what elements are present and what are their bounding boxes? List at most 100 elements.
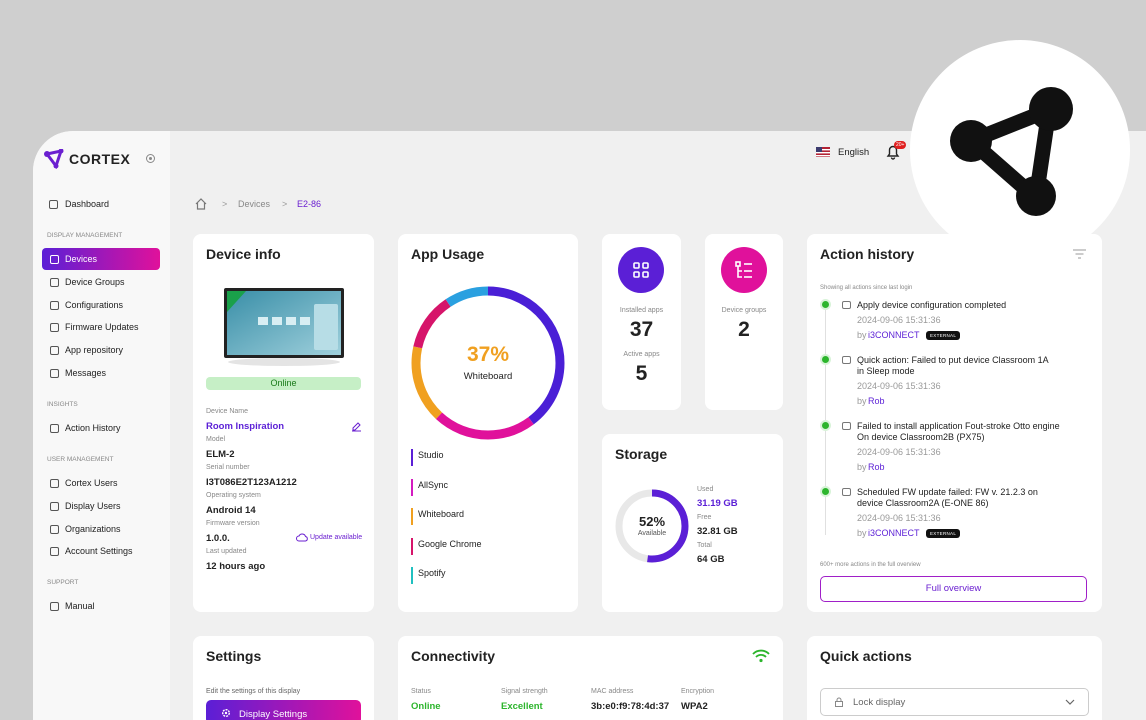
storage-available-label: Available xyxy=(637,530,667,537)
nav-icon xyxy=(50,501,59,511)
breadcrumb-separator: > xyxy=(222,199,228,209)
breadcrumb-link[interactable]: Devices xyxy=(238,199,271,209)
quick-actions-card xyxy=(807,636,1102,720)
field-label: Serial number xyxy=(206,464,250,471)
connectivity-card xyxy=(398,636,783,720)
nav-icon xyxy=(50,524,59,534)
nav-item[interactable]: Organizations xyxy=(65,523,121,534)
nav-icon xyxy=(50,277,59,287)
card-title: App Usage xyxy=(411,246,485,262)
nav-section-title: SUPPORT xyxy=(47,579,79,587)
legend-label: Whiteboard xyxy=(418,509,465,519)
brand-name: CORTEX xyxy=(69,151,131,167)
storage-label: Free xyxy=(697,514,712,521)
quick-action-select[interactable] xyxy=(820,688,1089,716)
timeline-dot xyxy=(822,488,829,495)
entry-author: i3CONNECT xyxy=(868,528,920,538)
nav-item[interactable]: Dashboard xyxy=(65,199,110,209)
stat-value: 37 xyxy=(629,318,654,341)
storage-available: 52% xyxy=(638,514,666,529)
chevron-icon xyxy=(1065,699,1075,705)
nav-item[interactable]: Device Groups xyxy=(65,276,125,287)
nav-active-bg xyxy=(42,248,160,270)
highlight-label: Whiteboard xyxy=(463,371,513,382)
nav-item[interactable]: App repository xyxy=(65,345,124,356)
stat-value: 2 xyxy=(738,318,750,341)
storage-value: 31.19 GB xyxy=(697,498,738,509)
legend-swatch xyxy=(411,449,413,466)
full-overview-button[interactable]: Full overview xyxy=(820,576,1087,602)
history-more: 600+ more actions in the full overview xyxy=(820,562,921,568)
nav-item[interactable]: Cortex Users xyxy=(65,478,118,488)
entry-by: by xyxy=(857,396,867,406)
nav-section-title: DISPLAY MANAGEMENT xyxy=(47,232,123,239)
entry-message: Quick action: Failed to put device Class… xyxy=(857,355,1049,365)
legend-swatch xyxy=(411,478,413,496)
nav-item[interactable]: Firmware Updates xyxy=(65,322,139,333)
conn-label: Status xyxy=(411,688,431,695)
nav-item[interactable]: Devices xyxy=(65,254,98,264)
nav-icon xyxy=(50,255,59,264)
nav-item[interactable]: Display Users xyxy=(65,500,121,511)
entry-author: Rob xyxy=(868,396,885,406)
conn-value: Excellent xyxy=(501,701,543,712)
card-title: Storage xyxy=(615,446,668,462)
settings-subtitle: Edit the settings of this display xyxy=(206,688,301,695)
filter-icon[interactable] xyxy=(1073,249,1086,260)
display-settings-label[interactable]: Display Settings xyxy=(239,709,308,720)
legend-label: Studio xyxy=(418,450,444,460)
stat-label: Installed apps xyxy=(619,307,664,314)
card-title: Action history xyxy=(820,246,915,262)
update-link[interactable]: Update available xyxy=(310,534,363,541)
field-value: Room Inspiration xyxy=(206,421,285,432)
stat-value: 5 xyxy=(635,362,648,385)
app-usage-card xyxy=(398,234,578,612)
lock-icon xyxy=(835,697,843,707)
display-settings-button[interactable] xyxy=(206,700,361,720)
nav-item[interactable]: Manual xyxy=(65,601,95,612)
gear-icon xyxy=(222,709,230,717)
card-title: Quick actions xyxy=(820,648,912,664)
quick-action-selected: Lock display xyxy=(853,697,906,708)
storage-label: Total xyxy=(697,542,712,549)
bell-icon[interactable] xyxy=(885,144,901,160)
storage-value: 32.81 GB xyxy=(697,526,738,537)
entry-date: 2024-09-06 15:31:36 xyxy=(857,315,941,325)
nav-section-title: INSIGHTS xyxy=(47,401,78,408)
apps-icon xyxy=(618,247,664,293)
nav-icon xyxy=(50,602,59,612)
legend-swatch xyxy=(411,537,413,555)
nav-icon xyxy=(50,323,59,333)
nav-item[interactable]: Action History xyxy=(65,423,121,433)
status-pill: Online xyxy=(206,377,361,390)
nav-icon xyxy=(50,346,59,356)
logo-overlay xyxy=(910,40,1130,260)
history-subtitle: Showing all actions since last login xyxy=(820,285,913,291)
collapse-button[interactable] xyxy=(145,153,156,164)
breadcrumb-current: E2-86 xyxy=(297,199,322,209)
brand-logo xyxy=(44,149,64,169)
storage-value: 64 GB xyxy=(697,554,725,565)
entry-message: On device Classroom2B (PX75) xyxy=(857,432,985,442)
entry-author: Rob xyxy=(868,462,885,472)
card-title: Connectivity xyxy=(411,648,496,664)
field-value: Android 14 xyxy=(206,505,256,516)
conn-label: MAC address xyxy=(591,688,634,695)
sidebar xyxy=(33,131,170,720)
wifi-icon xyxy=(752,649,770,663)
entry-by: by xyxy=(857,528,867,538)
external-badge: EXTERNAL xyxy=(926,331,961,340)
notification-badge: 20+ xyxy=(894,141,907,149)
language-selector[interactable]: English xyxy=(838,147,870,158)
card-title: Settings xyxy=(206,648,262,664)
nav-item[interactable]: Account Settings xyxy=(65,546,133,557)
entry-by: by xyxy=(857,330,867,340)
nav-item[interactable]: Messages xyxy=(65,368,107,378)
nav-item[interactable]: Configurations xyxy=(65,299,124,310)
entry-message: in Sleep mode xyxy=(857,366,915,376)
nav-icon xyxy=(50,547,59,557)
timeline-dot xyxy=(822,356,829,363)
home-icon[interactable] xyxy=(194,197,208,211)
conn-label: Signal strength xyxy=(501,688,548,695)
edit-icon[interactable] xyxy=(351,421,362,432)
